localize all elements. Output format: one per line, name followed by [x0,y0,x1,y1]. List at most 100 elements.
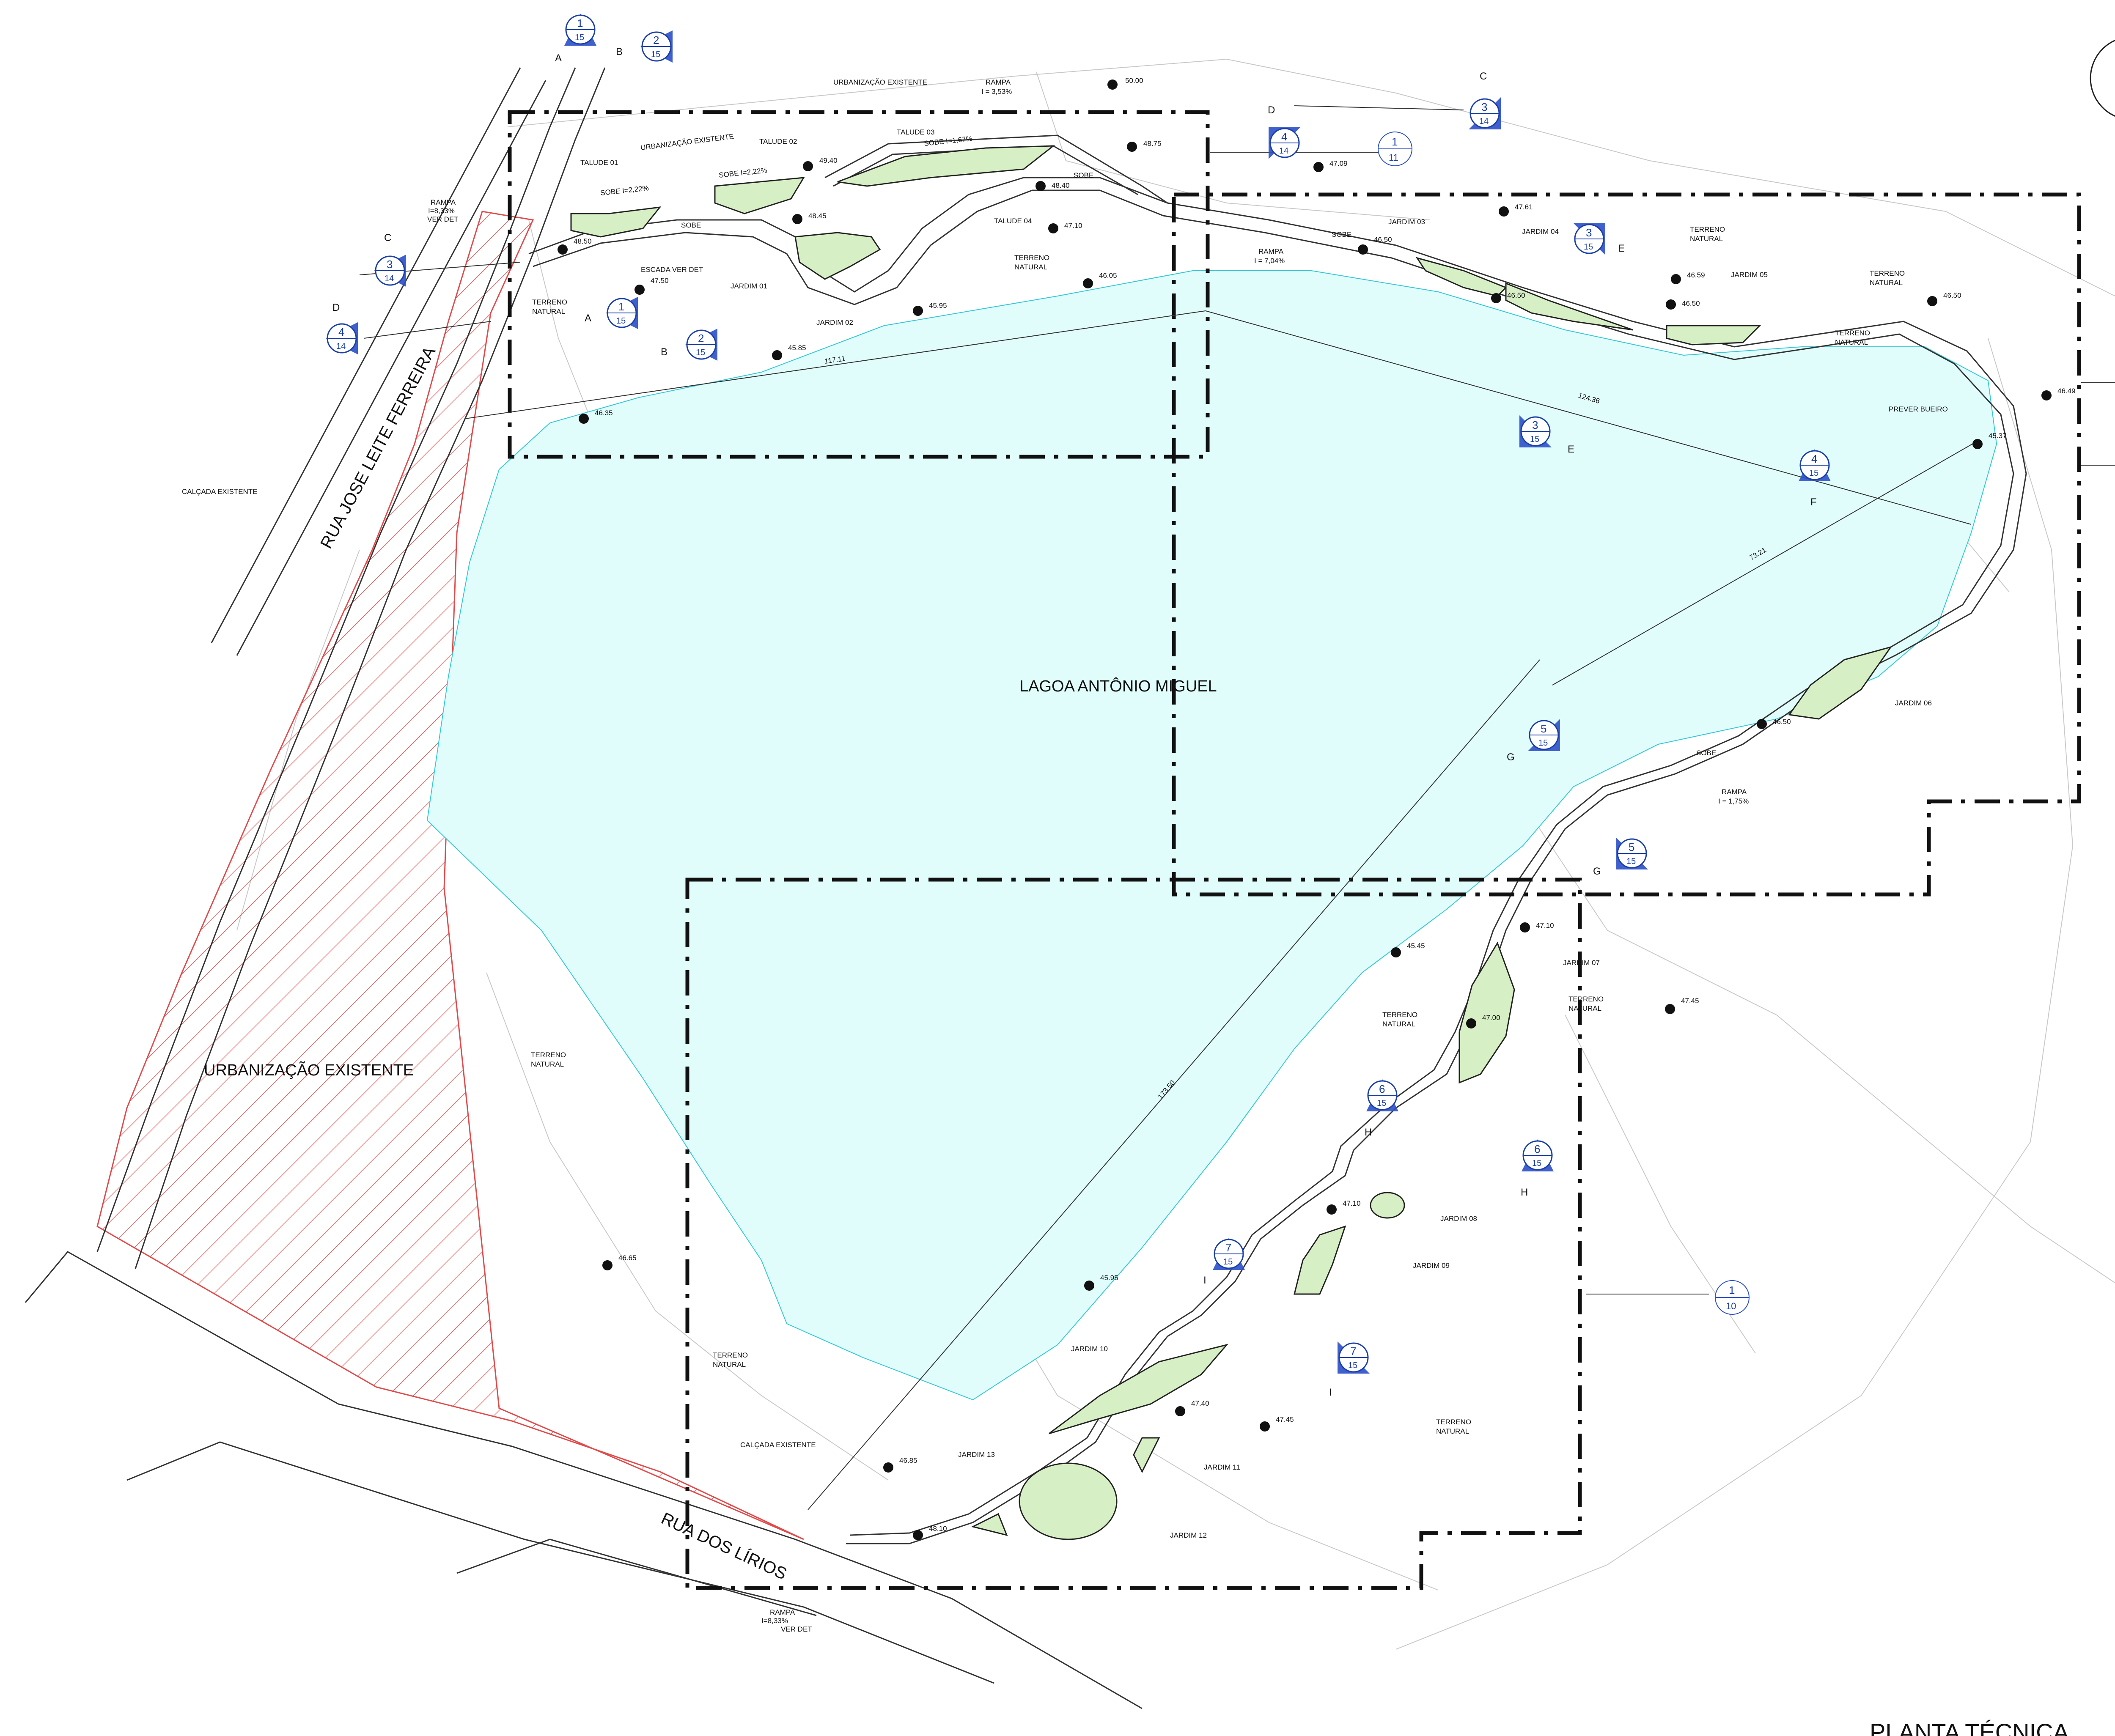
svg-text:45.95: 45.95 [929,302,947,310]
terrain-label: NATURAL [713,1360,746,1369]
svg-text:C: C [384,232,391,244]
level-marker: 46.50 [1491,291,1525,303]
svg-text:1: 1 [577,17,583,30]
terrain-label: NATURAL [532,307,565,315]
level-marker: 48.10 [913,1525,947,1540]
level-marker: 47.10 [1048,222,1082,233]
svg-text:47.45: 47.45 [1276,1415,1294,1423]
north-arrow: N [2090,39,2115,117]
level-marker: 45.95 [913,302,947,316]
terrain-label: TERRENO [1870,269,1905,277]
garden-label-09: JARDIM 09 [1413,1262,1450,1270]
level-marker: 46.50 [1666,299,1700,310]
ramp-top-slope: I = 3,53% [981,88,1012,96]
terrain-label: NATURAL [531,1060,564,1068]
section-marker: 7 15 I [1203,1238,1245,1286]
svg-text:47.61: 47.61 [1515,203,1533,211]
terrain-label: TERRENO [531,1051,566,1059]
section-marker: 4 14 D [326,302,358,354]
svg-text:49.40: 49.40 [819,156,838,165]
svg-text:15: 15 [1223,1257,1233,1267]
svg-text:48.45: 48.45 [808,212,827,220]
terrain-label: NATURAL [1382,1020,1415,1028]
terrain-label: NATURAL [1436,1427,1469,1435]
svg-text:4: 4 [1281,130,1287,143]
culvert-note: PREVER BUEIRO [1889,405,1948,413]
level-marker: 48.40 [1036,181,1070,191]
existing-urbanization-label: URBANIZAÇÃO EXISTENTE [204,1061,414,1079]
svg-text:4: 4 [1811,453,1817,465]
svg-text:46.59: 46.59 [1687,271,1705,279]
ramp-mid-slope: I = 7,04% [1254,257,1285,265]
ramp-east-note: RAMPA [1722,788,1747,796]
section-marker: 4 14 D [1268,104,1301,159]
terrain-label: TERRENO [1690,225,1725,233]
level-marker: 47.10 [1520,921,1554,932]
svg-text:15: 15 [575,33,584,42]
urbanization-note-top: URBANIZAÇÃO EXISTENTE [833,78,927,86]
level-marker: 49.40 [803,156,838,171]
ramp-east-slope: I = 1,75% [1718,797,1749,805]
svg-text:E: E [1618,243,1625,254]
level-markers: 50.00 48.75 49.40 48.40 48.45 48.50 47.5… [558,77,2076,1540]
svg-text:A: A [555,52,562,64]
svg-text:45.45: 45.45 [1407,942,1425,950]
svg-text:48.10: 48.10 [929,1525,947,1533]
svg-text:1: 1 [1392,135,1398,148]
detail-reference: 111 [1378,132,1412,166]
svg-text:3: 3 [387,258,393,271]
garden-label-06: JARDIM 06 [1895,699,1932,707]
svg-text:5: 5 [1541,722,1546,735]
svg-text:14: 14 [385,274,394,283]
urbanization-note-mid: URBANIZAÇÃO EXISTENTE [640,132,734,152]
terrain-label: NATURAL [1014,263,1047,271]
svg-text:47.45: 47.45 [1681,997,1699,1005]
terrain-labels: TERRENO NATURAL TERRENO NATURAL TERRENO … [531,225,1905,1435]
section-marker: 3 14 C [374,232,406,287]
garden-label-11: JARDIM 11 [1204,1463,1240,1471]
svg-text:47.10: 47.10 [1343,1199,1361,1207]
level-marker: 45.37 [1972,432,2007,449]
slope-note-5: SOBE [1074,171,1093,179]
level-marker: 47.45 [1260,1415,1294,1432]
svg-text:E: E [1568,444,1574,455]
svg-text:46.50: 46.50 [1682,299,1700,307]
svg-text:3: 3 [1481,101,1487,113]
level-marker: 47.09 [1313,159,1348,172]
level-marker: 46.05 [1083,272,1117,288]
svg-text:46.05: 46.05 [1099,272,1117,280]
ramp-south-note-2: I=8,33% [761,1617,788,1625]
level-marker: 45.85 [772,344,806,360]
garden-label-02: JARDIM 02 [816,318,853,326]
svg-text:15: 15 [651,50,660,59]
svg-text:48.75: 48.75 [1143,140,1162,148]
detail-reference: 110 [1715,1280,1750,1315]
svg-text:14: 14 [1479,117,1489,126]
svg-text:45.95: 45.95 [1100,1274,1118,1282]
svg-text:45.85: 45.85 [788,344,806,352]
svg-text:47.10: 47.10 [1064,222,1082,230]
svg-text:15: 15 [1626,857,1636,866]
svg-text:15: 15 [616,316,626,326]
svg-text:47.10: 47.10 [1536,921,1554,930]
svg-text:6: 6 [1379,1083,1385,1095]
svg-text:H: H [1521,1187,1528,1198]
section-marker: 1 15 A [585,297,638,329]
svg-text:47.50: 47.50 [651,277,669,285]
terrain-label: NATURAL [1835,338,1868,346]
svg-text:A: A [585,313,591,324]
sheet-title: PLANTA TÉCNICA [1870,1719,2069,1736]
calcada-note-2: CALÇADA EXISTENTE [740,1441,816,1449]
street-west [96,67,606,1269]
section-marker: 5 15 G [1507,719,1560,763]
svg-text:15: 15 [696,348,705,357]
level-marker: 46.49 [2041,387,2076,400]
garden-label-08: JARDIM 08 [1440,1215,1477,1223]
svg-text:46.85: 46.85 [899,1456,917,1464]
ramp-south-note-1: RAMPA [770,1608,795,1616]
stairs-note: ESCADA VER DET [641,266,703,274]
svg-text:50.00: 50.00 [1125,77,1143,85]
section-marker: 1 15 A [555,14,596,64]
